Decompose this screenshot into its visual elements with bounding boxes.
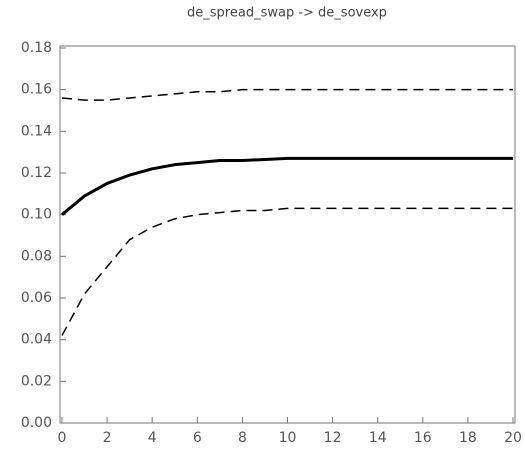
x-tick-label: 18 bbox=[459, 430, 477, 446]
plot-frame bbox=[59, 45, 516, 424]
x-tick-label: 14 bbox=[369, 430, 387, 446]
x-tick-label: 6 bbox=[193, 430, 202, 446]
x-tick-label: 16 bbox=[414, 430, 432, 446]
x-tick-label: 4 bbox=[148, 430, 157, 446]
y-tick-label: 0.12 bbox=[21, 165, 52, 181]
y-tick-label: 0.00 bbox=[21, 415, 52, 431]
x-tick-label: 20 bbox=[504, 430, 522, 446]
y-tick-label: 0.10 bbox=[21, 207, 52, 223]
x-tick-label: 0 bbox=[58, 430, 67, 446]
y-tick-label: 0.04 bbox=[21, 332, 52, 348]
y-tick-label: 0.18 bbox=[21, 40, 52, 56]
y-tick-label: 0.16 bbox=[21, 82, 52, 98]
x-tick-label: 12 bbox=[324, 430, 342, 446]
y-tick-label: 0.02 bbox=[21, 373, 52, 389]
y-tick-label: 0.06 bbox=[21, 290, 52, 306]
x-tick-label: 10 bbox=[279, 430, 297, 446]
chart-title: de_spread_swap -> de_sovexp bbox=[187, 6, 387, 21]
x-tick-label: 8 bbox=[238, 430, 247, 446]
series-line bbox=[61, 88, 513, 101]
series-line bbox=[61, 156, 513, 216]
y-tick-label: 0.08 bbox=[21, 248, 52, 264]
y-tick-label: 0.14 bbox=[21, 123, 52, 139]
series-line bbox=[61, 207, 513, 336]
x-tick-label: 2 bbox=[103, 430, 112, 446]
